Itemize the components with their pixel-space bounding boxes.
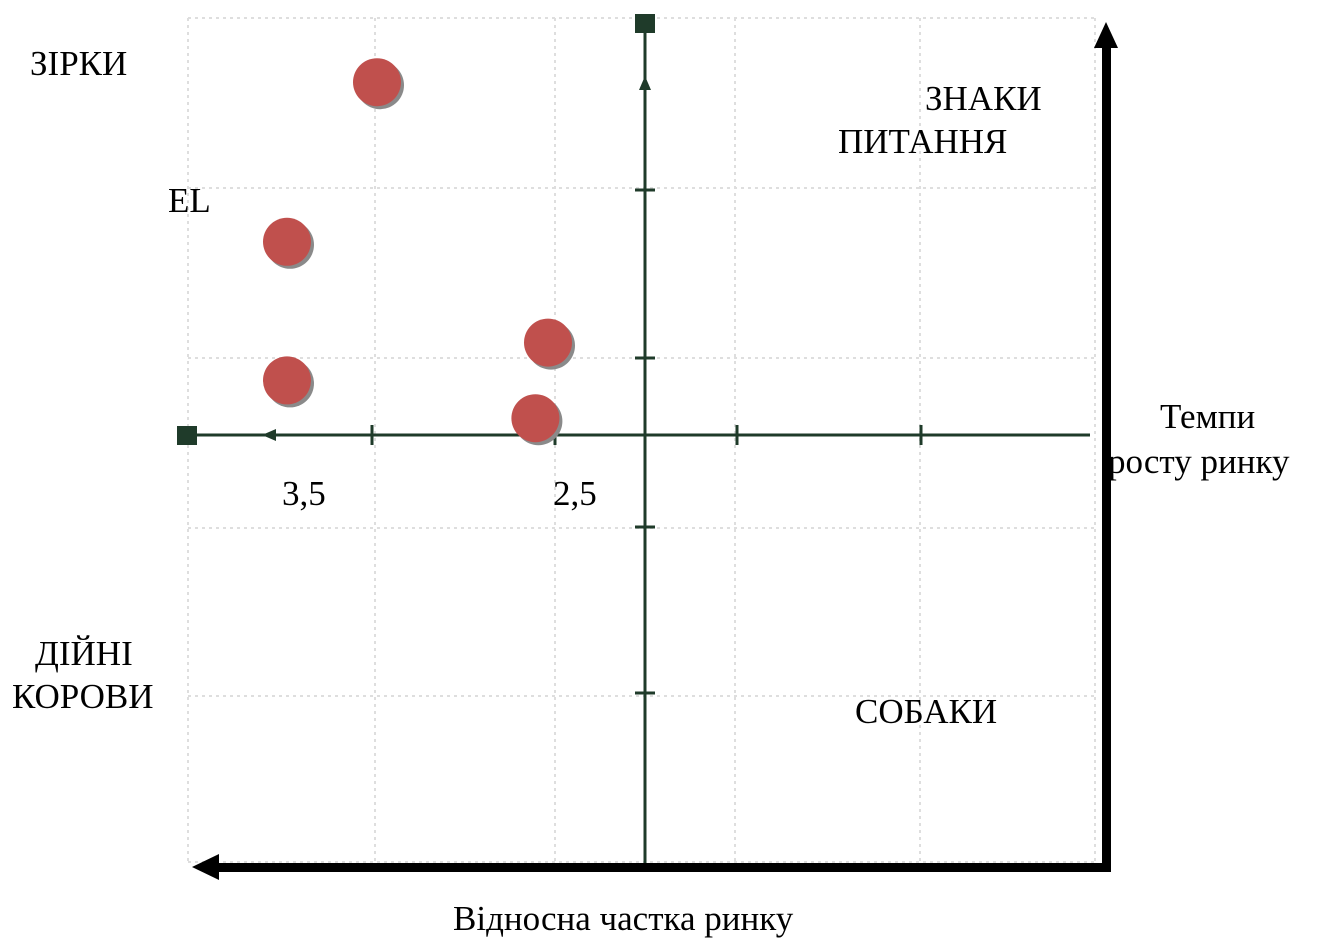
labels: ЗІРКИ ЗНАКИ ПИТАННЯ ДІЙНІ КОРОВИ СОБАКИ … xyxy=(12,44,1290,938)
quadrant-stars-label: ЗІРКИ xyxy=(30,44,127,83)
y-axis-label-line2: росту ринку xyxy=(1108,442,1290,481)
quadrant-cash-cows-label-line2: КОРОВИ xyxy=(12,677,154,716)
outer-x-arrow-icon xyxy=(192,854,219,880)
bubble-point-1 xyxy=(353,58,401,106)
inner-y-axis-end-marker xyxy=(635,14,655,33)
bubble-point-5 xyxy=(511,394,559,442)
tick-label-mid: 2,5 xyxy=(553,474,597,513)
bubble-point-3 xyxy=(524,319,572,367)
point-el-label: EL xyxy=(168,181,211,220)
inner-x-axis-end-marker xyxy=(177,426,197,445)
bubbles xyxy=(263,58,575,445)
bubble-point-4 xyxy=(263,356,311,404)
bubble-point-2 xyxy=(263,218,311,266)
quadrant-question-marks-label-line1: ЗНАКИ xyxy=(925,79,1042,118)
inner-x-arrow-icon xyxy=(262,429,276,441)
quadrant-cash-cows-label-line1: ДІЙНІ xyxy=(35,634,133,673)
tick-label-left: 3,5 xyxy=(282,474,326,513)
outer-y-arrow-icon xyxy=(1094,22,1118,48)
x-axis-label: Відносна частка ринку xyxy=(453,899,794,938)
y-axis-label-line1: Темпи xyxy=(1160,397,1255,436)
quadrant-dogs-label: СОБАКИ xyxy=(855,692,997,731)
quadrant-question-marks-label-line2: ПИТАННЯ xyxy=(838,122,1007,161)
inner-y-arrow-icon xyxy=(639,76,651,90)
outer-x-axis xyxy=(215,863,1111,872)
